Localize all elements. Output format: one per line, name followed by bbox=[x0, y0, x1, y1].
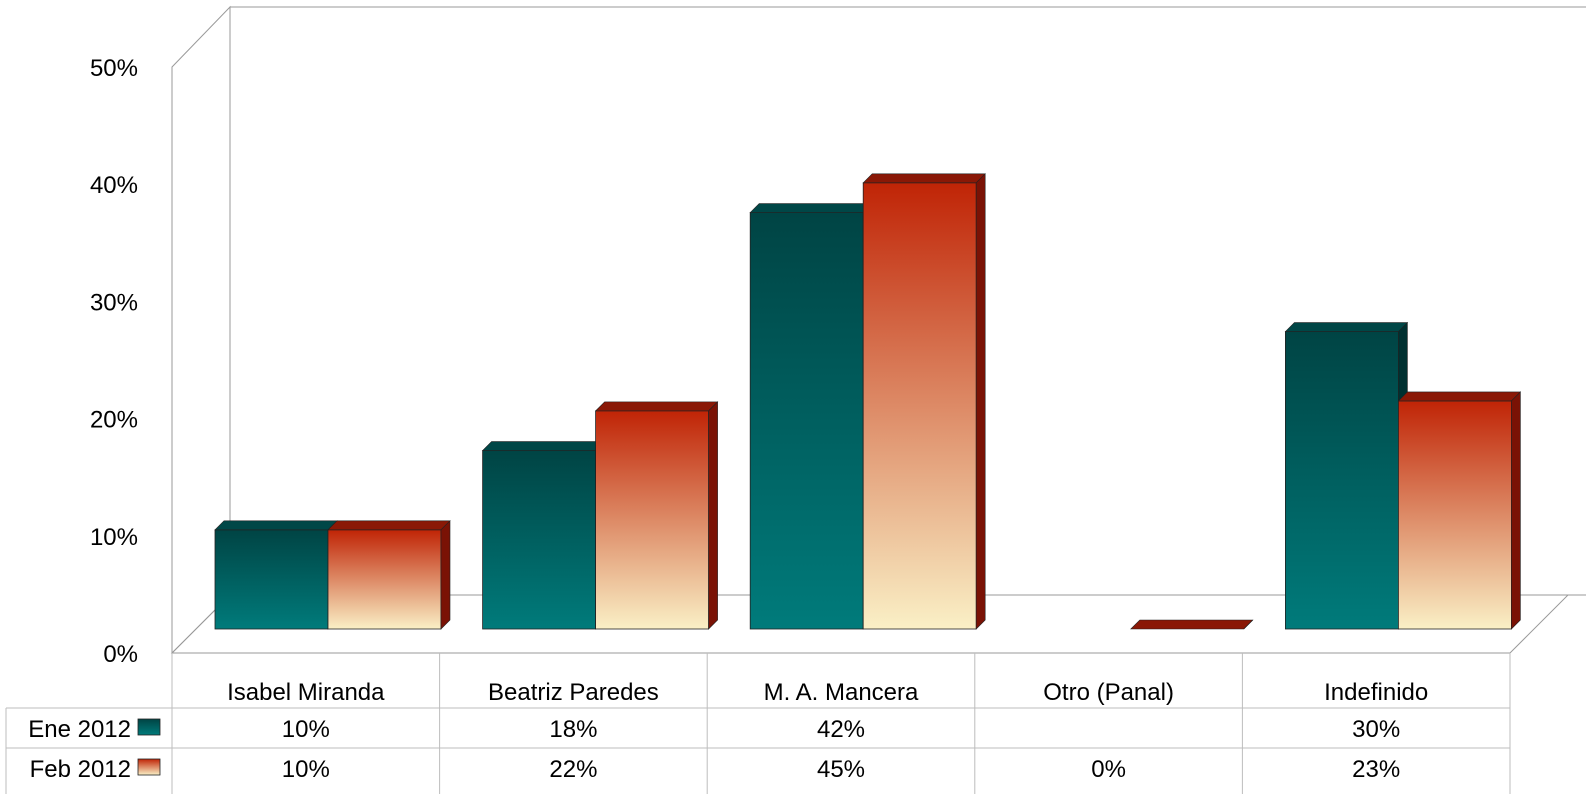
bar-side bbox=[975, 173, 986, 630]
data-label: 45% bbox=[817, 756, 865, 783]
legend-label: Ene 2012 bbox=[28, 716, 131, 743]
bar-top bbox=[862, 173, 986, 184]
bar-front bbox=[482, 450, 597, 630]
bar-top bbox=[481, 441, 606, 451]
bar-top bbox=[214, 520, 338, 531]
bar-top bbox=[749, 203, 873, 213]
bar-side bbox=[708, 401, 718, 630]
data-label: 18% bbox=[549, 716, 597, 743]
bar-feb-2012-indefinido bbox=[1397, 391, 1522, 630]
bars bbox=[214, 173, 1522, 630]
y-tick-label: 50% bbox=[90, 55, 138, 82]
category-label: Otro (Panal) bbox=[1043, 679, 1174, 706]
data-label: 10% bbox=[282, 756, 330, 783]
bar-top bbox=[594, 401, 719, 412]
category-label: Indefinido bbox=[1324, 679, 1428, 706]
back-wall bbox=[229, 6, 1586, 596]
data-label: 0% bbox=[1091, 756, 1126, 783]
bar-front bbox=[862, 182, 977, 630]
bar-feb-2012-otro-panal bbox=[1130, 619, 1254, 630]
data-label: 23% bbox=[1352, 756, 1400, 783]
y-tick-label: 20% bbox=[90, 407, 138, 434]
y-tick-label: 40% bbox=[90, 172, 138, 199]
legend-label: Feb 2012 bbox=[30, 756, 131, 783]
data-label: 22% bbox=[549, 756, 597, 783]
bar-front bbox=[327, 529, 442, 630]
bar-front bbox=[1285, 331, 1399, 630]
data-label: 42% bbox=[817, 716, 865, 743]
bar-side bbox=[1243, 619, 1254, 630]
bar-ene-2012-indefinido bbox=[1284, 321, 1409, 630]
bar-side bbox=[440, 520, 451, 630]
bar-top bbox=[327, 520, 451, 531]
y-tick-label: 0% bbox=[103, 641, 138, 668]
bar-ene-2012-m-a-mancera bbox=[749, 202, 873, 630]
bar-top bbox=[1284, 322, 1409, 332]
bar-front bbox=[749, 212, 864, 630]
bar-front bbox=[1398, 400, 1512, 630]
category-label: Beatriz Paredes bbox=[488, 679, 659, 706]
bar-top bbox=[1397, 391, 1522, 402]
y-tick-label: 30% bbox=[90, 289, 138, 316]
bar-ene-2012-isabel-miranda bbox=[214, 520, 338, 630]
category-label: M. A. Mancera bbox=[764, 679, 919, 706]
legend-swatch bbox=[137, 758, 161, 776]
bar-side bbox=[1511, 391, 1521, 630]
legend-swatch bbox=[137, 718, 161, 736]
y-axis: 0% 10% 20% 30% 40% 50% bbox=[90, 55, 138, 668]
y-tick-label: 10% bbox=[90, 524, 138, 551]
data-label: 10% bbox=[282, 716, 330, 743]
category-label: Isabel Miranda bbox=[227, 679, 385, 706]
bar-feb-2012-beatriz-paredes bbox=[594, 401, 719, 630]
bar-ene-2012-beatriz-paredes bbox=[481, 440, 606, 630]
bar-feb-2012-m-a-mancera bbox=[862, 173, 986, 630]
floor bbox=[170, 594, 1570, 654]
bar-front bbox=[595, 410, 709, 630]
bar-front bbox=[214, 529, 329, 630]
data-label: 30% bbox=[1352, 716, 1400, 743]
bar-feb-2012-isabel-miranda bbox=[327, 520, 451, 630]
bar-top bbox=[1130, 619, 1254, 630]
data-table: Isabel Miranda Beatriz Paredes M. A. Mance… bbox=[5, 653, 1511, 794]
